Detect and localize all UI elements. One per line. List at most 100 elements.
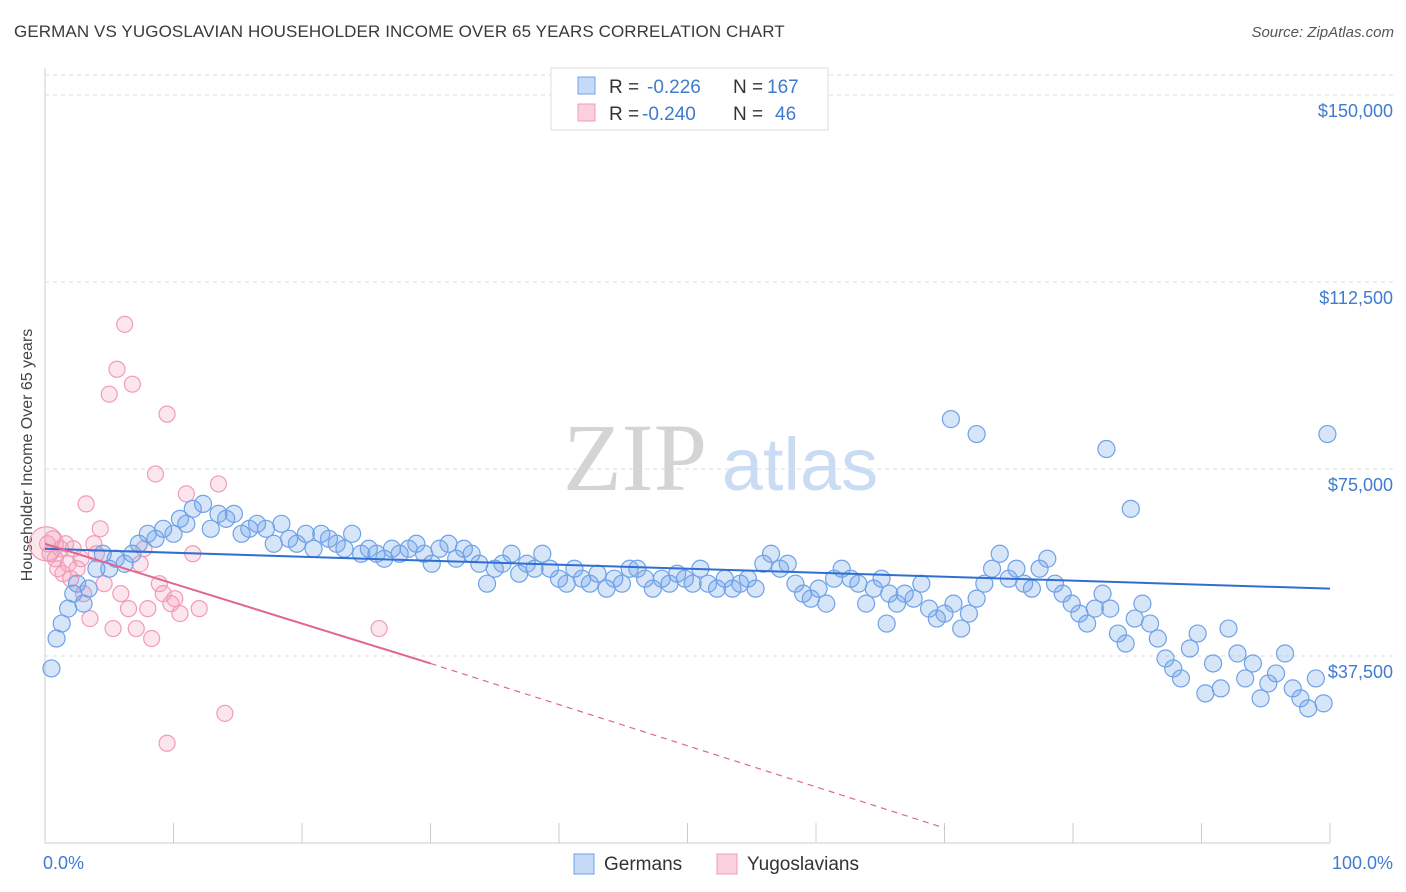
y-tick-label-3: $150,000 xyxy=(1318,101,1393,121)
german-point-141 xyxy=(1133,594,1152,613)
yugoslavian-point-39 xyxy=(177,485,195,503)
germans-swatch xyxy=(577,76,596,95)
german-point-134 xyxy=(1078,614,1097,633)
german-point-84 xyxy=(683,574,702,593)
legend-n-value-1: 167 xyxy=(767,77,799,98)
german-point-123 xyxy=(990,544,1009,563)
german-point-169 xyxy=(1121,499,1140,518)
german-point-16 xyxy=(146,529,165,548)
bottom-germans-swatch xyxy=(573,853,595,875)
german-point-53 xyxy=(439,534,458,553)
yugoslavians-trend-extension xyxy=(430,662,945,829)
german-point-136 xyxy=(1093,584,1112,603)
german-point-129 xyxy=(1038,549,1057,568)
legend-n-value-2: 46 xyxy=(775,104,796,125)
german-point-94 xyxy=(761,544,781,563)
german-point-138 xyxy=(1108,624,1128,643)
german-point-158 xyxy=(1266,664,1286,683)
german-point-143 xyxy=(1148,629,1167,648)
german-point-34 xyxy=(287,534,306,553)
german-point-167 xyxy=(967,424,986,444)
german-point-112 xyxy=(904,589,923,608)
yugoslavian-point-24 xyxy=(116,315,134,333)
yugoslavian-point-41 xyxy=(190,600,208,618)
german-point-121 xyxy=(975,574,994,593)
german-point-21 xyxy=(183,499,202,518)
source-label: Source: ZipAtlas.com xyxy=(1251,24,1394,41)
y-tick-label-2: $112,500 xyxy=(1319,288,1393,308)
german-point-7 xyxy=(79,579,98,598)
german-point-101 xyxy=(817,594,836,613)
german-point-152 xyxy=(1219,619,1238,638)
german-point-128 xyxy=(1030,559,1049,578)
german-point-108 xyxy=(872,569,891,588)
yugoslavian-point-32 xyxy=(146,465,165,483)
german-point-0 xyxy=(42,659,61,678)
watermark-zip: ZIP xyxy=(563,404,707,511)
german-point-144 xyxy=(1156,649,1175,668)
chart-title: GERMAN VS YUGOSLAVIAN HOUSEHOLDER INCOME… xyxy=(14,22,785,41)
german-point-72 xyxy=(588,564,607,583)
german-point-20 xyxy=(177,514,196,533)
german-point-154 xyxy=(1236,669,1255,688)
yugoslavian-point-25 xyxy=(119,600,138,618)
german-point-157 xyxy=(1259,674,1278,693)
german-point-110 xyxy=(887,594,907,613)
german-point-36 xyxy=(304,539,323,558)
german-point-165 xyxy=(877,614,896,633)
germans-trend-line xyxy=(44,547,1331,590)
x-tick-label-1: 100.0% xyxy=(1332,853,1393,873)
yugoslavian-point-15 xyxy=(81,609,99,628)
legend-box: R = -0.226 N = 167 R = -0.240 N = 46 xyxy=(550,67,829,131)
yugoslavian-point-18 xyxy=(91,520,109,538)
german-point-163 xyxy=(1306,669,1325,688)
german-point-118 xyxy=(952,619,971,638)
yugoslavian-point-44 xyxy=(209,475,228,493)
german-point-47 xyxy=(390,544,409,563)
german-point-96 xyxy=(778,554,797,573)
y-tick-label-0: $37,500 xyxy=(1328,662,1393,682)
german-point-145 xyxy=(1164,659,1183,678)
german-point-149 xyxy=(1196,684,1215,703)
german-point-156 xyxy=(1251,689,1270,708)
german-point-153 xyxy=(1228,644,1247,663)
legend-r-value-1: -0.226 xyxy=(647,77,701,98)
german-point-106 xyxy=(857,594,876,613)
german-point-5 xyxy=(68,574,87,593)
german-point-168 xyxy=(1097,439,1116,459)
german-point-35 xyxy=(296,524,315,543)
yugoslavian-point-35 xyxy=(158,405,176,423)
yugoslavian-point-20 xyxy=(100,385,118,403)
german-point-77 xyxy=(628,559,647,578)
german-point-17 xyxy=(154,519,173,538)
axes xyxy=(44,68,1331,844)
german-point-76 xyxy=(620,559,639,578)
german-point-146 xyxy=(1171,669,1191,688)
german-point-148 xyxy=(1188,624,1207,643)
german-point-79 xyxy=(643,579,662,598)
german-point-2 xyxy=(52,614,71,633)
german-point-64 xyxy=(525,559,544,578)
german-point-97 xyxy=(786,574,805,593)
german-point-93 xyxy=(754,554,773,573)
german-point-119 xyxy=(959,604,979,623)
bottom-legend-germans: Germans xyxy=(604,854,682,875)
yugoslavian-point-16 xyxy=(85,535,103,553)
german-point-120 xyxy=(967,589,986,608)
yugoslavian-point-43 xyxy=(158,734,176,752)
german-point-71 xyxy=(580,574,599,593)
german-point-131 xyxy=(1053,584,1072,603)
german-point-137 xyxy=(1101,599,1120,618)
german-point-142 xyxy=(1140,614,1160,633)
german-point-161 xyxy=(1291,689,1310,708)
bottom-legend: Germans Yugoslavians xyxy=(573,853,859,875)
german-point-87 xyxy=(707,579,727,598)
yugoslavian-point-19 xyxy=(95,575,113,593)
x-tick-label-0: 0.0% xyxy=(43,853,84,873)
tick-labels: $37,500 $75,000 $112,500 $150,000 0.0% 100.0% xyxy=(43,101,1393,873)
german-point-13 xyxy=(123,544,142,563)
bottom-yugoslavians-swatch xyxy=(716,853,738,875)
german-point-150 xyxy=(1203,654,1223,673)
legend-r-value-2: -0.240 xyxy=(642,104,696,125)
